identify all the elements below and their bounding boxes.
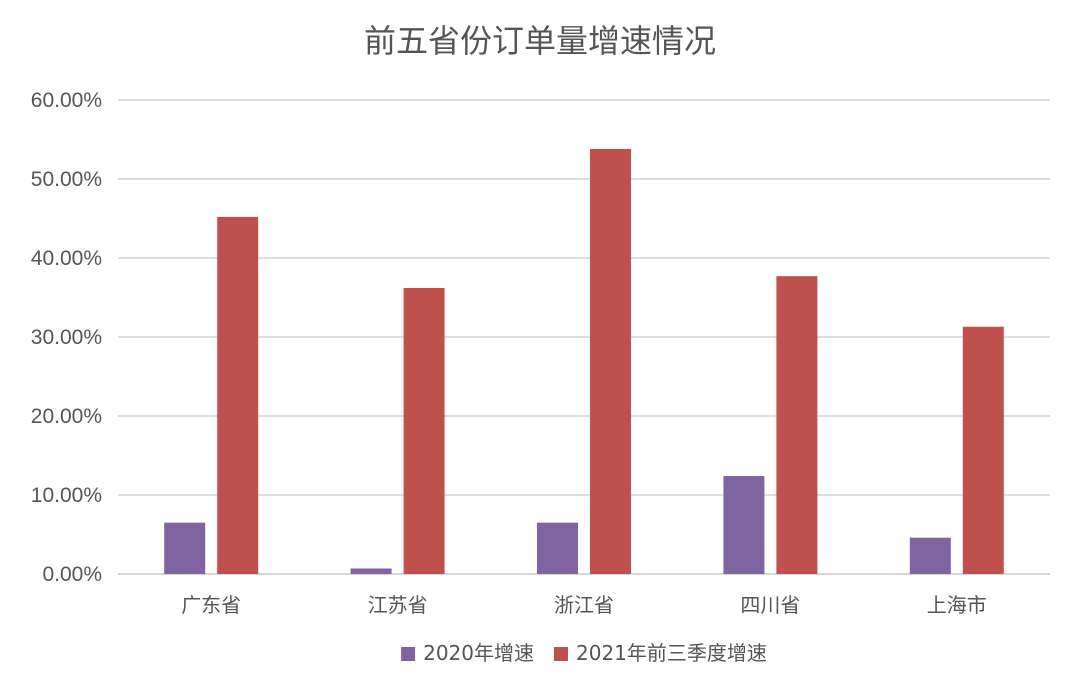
bar-series2-4	[776, 276, 818, 574]
legend-label: 2020年增速	[423, 641, 534, 665]
legend-item-2: 2021年前三季度增速	[554, 641, 767, 665]
bar-series1-1	[164, 522, 206, 574]
bar-series1-4	[723, 476, 765, 574]
x-category-label: 浙江省	[554, 593, 614, 617]
bar-series1-5	[909, 537, 951, 574]
y-tick-label: 10.00%	[31, 484, 102, 507]
bar-series2-2	[403, 288, 445, 574]
bars	[164, 148, 1004, 575]
gridlines	[118, 99, 1050, 575]
x-axis-category-labels: 广东省 江苏省 浙江省 四川省 上海市	[181, 593, 987, 617]
y-tick-label: 20.00%	[31, 405, 102, 428]
x-category-label: 上海市	[927, 593, 987, 617]
y-tick-label: 50.00%	[31, 168, 102, 191]
y-tick-label: 40.00%	[31, 247, 102, 270]
y-axis-tick-labels: 0.00% 10.00% 20.00% 30.00% 40.00% 50.00% 60.00…	[31, 89, 102, 586]
legend-label: 2021年前三季度增速	[576, 641, 767, 665]
legend-item-1: 2020年增速	[401, 641, 534, 665]
y-tick-label: 30.00%	[31, 326, 102, 349]
legend: 2020年增速 2021年前三季度增速	[401, 641, 767, 665]
x-category-label: 广东省	[181, 593, 241, 617]
legend-swatch	[401, 647, 416, 661]
x-category-label: 江苏省	[368, 593, 428, 617]
y-tick-label: 60.00%	[31, 89, 102, 112]
bar-series2-5	[962, 326, 1004, 574]
x-category-label: 四川省	[740, 593, 800, 617]
legend-swatch	[554, 647, 568, 661]
bar-series2-3	[590, 148, 631, 575]
y-tick-label: 0.00%	[42, 563, 102, 586]
bar-series2-1	[217, 216, 259, 575]
chart-title: 前五省份订单量增速情况	[364, 22, 716, 60]
bar-series1-2	[350, 568, 392, 574]
bar-series1-3	[537, 522, 578, 574]
